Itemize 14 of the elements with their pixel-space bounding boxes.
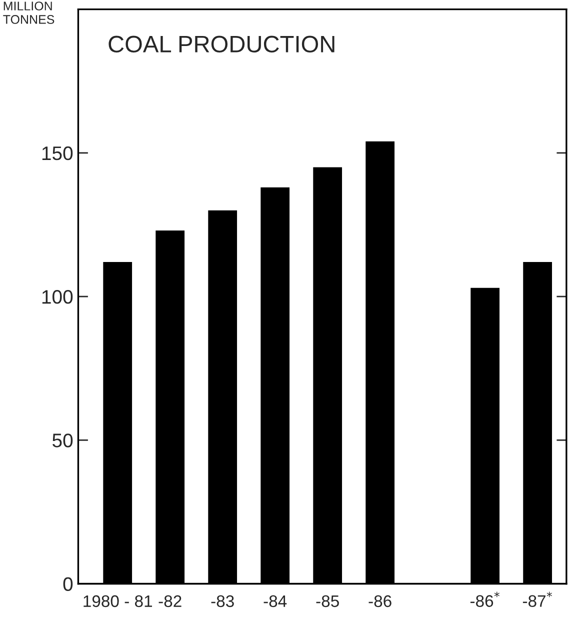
y-tick-label: 0 — [63, 577, 73, 591]
y-tick-label: 50 — [52, 434, 73, 448]
y-tick-label: 100 — [42, 290, 73, 304]
x-tick-label: -82 — [158, 595, 182, 608]
y-axis-title: MILLION TONNES — [3, 2, 54, 24]
text: COAL PRODUCTION — [108, 36, 334, 53]
x-tick-label: -87$^{*}$ — [522, 592, 552, 607]
x-tick-label: 1980 - 81 — [84, 595, 152, 608]
x-tick-label: -83 — [211, 595, 234, 608]
x-tick-label: -86 — [368, 595, 392, 608]
x-tick-label: -85 — [316, 595, 339, 608]
x-tick-label: -86$^{*}$ — [470, 592, 500, 607]
x-tick-label: -84 — [264, 595, 287, 608]
y-tick-label: 150 — [42, 146, 73, 160]
